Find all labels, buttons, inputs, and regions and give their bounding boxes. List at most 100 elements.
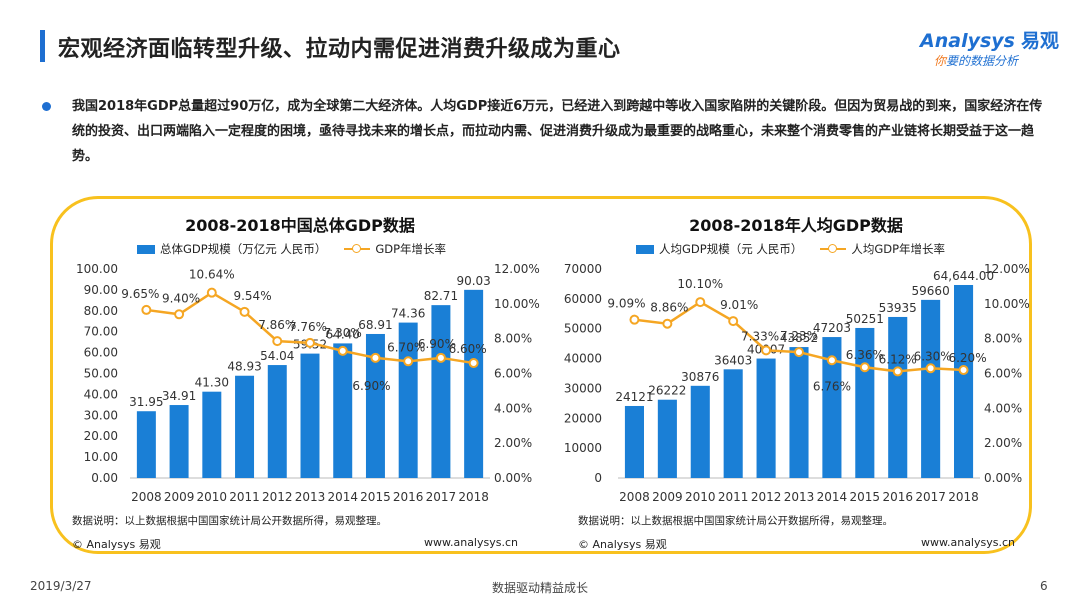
logo-brand-prefix: A: [920, 30, 935, 52]
y-right-tick-label: 12.00%: [494, 262, 540, 276]
bar: [954, 284, 974, 478]
chart1-title: 2008-2018中国总体GDP数据: [185, 216, 415, 235]
y-left-tick-label: 20.00: [84, 429, 118, 443]
bar-value-label: 43852: [780, 331, 818, 345]
y-right-tick-label: 2.00%: [984, 436, 1022, 450]
chart2-title: 2008-2018年人均GDP数据: [689, 216, 903, 235]
bar: [300, 353, 320, 478]
line-point: [305, 337, 315, 348]
x-tick-label: 2009: [652, 490, 683, 504]
chart1-copyright: © Analysys 易观: [72, 538, 161, 551]
line-point: [925, 363, 936, 374]
line-value-label: 7.33%: [741, 329, 779, 343]
y-right-tick-label: 10.00%: [494, 297, 540, 311]
chart1-legend-bar: 总体GDP规模（万亿元 人民币）: [160, 242, 327, 256]
chart2-svg: 0 10000 20000 30000 40000 50000 60000 70000 0.00…: [564, 262, 1030, 504]
legend-bar-swatch: [636, 244, 654, 254]
line-value-label: 7.23%: [780, 329, 818, 343]
y-right-tick-label: 2.00%: [494, 436, 532, 450]
y-left-tick-label: 40000: [564, 352, 602, 366]
x-tick-label: 2018: [948, 490, 979, 504]
y-left-tick-label: 50000: [564, 322, 602, 336]
line-point: [892, 366, 903, 377]
x-tick-label: 2013: [784, 490, 815, 504]
bar-value-label: 24121: [615, 390, 653, 404]
summary-paragraph: 我国2018年GDP总量超过90万亿，成为全球第二大经济体。人均GDP接近6万元…: [72, 99, 1043, 164]
y-left-tick-label: 0.00: [91, 471, 118, 485]
page-title: 宏观经济面临转型升级、拉动内需促进消费升级成为重心: [58, 37, 621, 62]
chart2-note: 数据说明：以上数据根据中国国家统计局公开数据所得，易观整理。: [578, 515, 893, 527]
line-value-label: 7.86%: [258, 318, 296, 332]
x-tick-label: 2014: [817, 490, 848, 504]
x-tick-label: 2016: [882, 490, 913, 504]
line-value-label: 10.64%: [189, 268, 235, 282]
chart1-legend: 总体GDP规模（万亿元 人民币） GDP年增长率: [137, 241, 446, 257]
bar-value-label: 82.71: [424, 289, 458, 303]
y-right-tick-label: 6.00%: [494, 367, 532, 381]
y-right-tick-label: 4.00%: [984, 401, 1022, 415]
bar: [657, 399, 677, 478]
bar-value-label: 47203: [813, 321, 851, 335]
line-value-label: 9.40%: [162, 291, 200, 305]
bar: [235, 375, 255, 478]
bullet-icon: [42, 102, 51, 111]
logo-tagline: 要的数据分析: [946, 54, 1019, 68]
y-left-tick-label: 50.00: [84, 367, 118, 381]
bar: [169, 405, 189, 478]
bar: [690, 385, 710, 478]
analysys-logo: Analysys 易观 你要的数据分析: [920, 26, 1060, 72]
line-value-label: 9.65%: [121, 287, 159, 301]
bar-value-label: 31.95: [129, 395, 163, 409]
bar-value-label: 34.91: [162, 389, 196, 403]
chart2-legend: 人均GDP规模（元 人民币） 人均GDP年增长率: [636, 241, 945, 257]
y-left-tick-label: 60000: [564, 292, 602, 306]
line-value-label: 6.12%: [879, 352, 917, 366]
line-value-label: 7.30%: [324, 326, 362, 340]
y-right-tick-label: 10.00%: [984, 297, 1030, 311]
bar-value-label: 64,644.00: [933, 269, 994, 283]
x-tick-label: 2016: [393, 490, 424, 504]
line-point: [629, 314, 640, 325]
chart1-legend-line: GDP年增长率: [375, 242, 447, 256]
logo-tagline-hl: 你: [934, 54, 947, 68]
x-tick-label: 2008: [131, 490, 162, 504]
line-point: [272, 336, 283, 347]
y-left-tick-label: 10000: [564, 441, 602, 455]
bar-value-label: 41.30: [195, 376, 229, 390]
line-value-label: 6.90%: [418, 337, 456, 351]
bar: [365, 333, 385, 478]
bar: [723, 369, 743, 478]
bar-value-label: 50251: [846, 312, 884, 326]
bar-value-label: 36403: [714, 353, 752, 367]
bar-value-label: 59660: [912, 284, 950, 298]
bar-value-label: 68.91: [358, 318, 392, 332]
y-right-tick-label: 12.00%: [984, 262, 1030, 276]
line-value-label: 6.20%: [948, 351, 986, 365]
bar: [464, 289, 484, 478]
line-value-label: 9.01%: [720, 298, 758, 312]
y-right-tick-label: 0.00%: [984, 471, 1022, 485]
y-left-tick-label: 20000: [564, 411, 602, 425]
x-tick-label: 2018: [458, 490, 489, 504]
line-value-label: 6.36%: [846, 348, 884, 362]
x-tick-label: 2015: [850, 490, 881, 504]
line-value-label: 6.70%: [387, 340, 425, 354]
legend-line-swatch: [820, 244, 847, 254]
chart2-site: www.analysys.cn: [921, 536, 1015, 549]
line-value-label: 9.09%: [607, 297, 645, 311]
y-left-tick-label: 90.00: [84, 283, 118, 297]
bar-value-label: 64.40: [326, 327, 360, 341]
logo-brand-cn: 易观: [1020, 30, 1059, 52]
x-tick-label: 2017: [426, 490, 457, 504]
y-left-tick-label: 30000: [564, 381, 602, 395]
y-left-tick-label: 30.00: [84, 408, 118, 422]
x-tick-label: 2017: [915, 490, 946, 504]
line-value-label: 7.76%: [289, 320, 327, 334]
line-point: [761, 345, 772, 356]
bar-value-label: 30876: [681, 370, 719, 384]
line-point: [435, 352, 446, 363]
line-point: [468, 358, 479, 369]
line-point: [859, 362, 870, 373]
line-point: [239, 306, 250, 317]
y-left-tick-label: 40.00: [84, 387, 118, 401]
